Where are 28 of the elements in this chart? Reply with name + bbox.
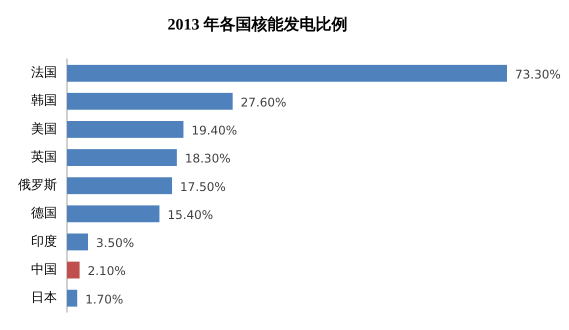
y-tick-label: 印度 bbox=[31, 233, 57, 250]
bar bbox=[67, 149, 177, 166]
chart-title: 2013 年各国核能发电比例 bbox=[168, 16, 348, 34]
bar bbox=[67, 262, 80, 278]
y-tick-label: 英国 bbox=[31, 150, 57, 165]
y-tick-label: 美国 bbox=[31, 120, 57, 137]
bar bbox=[67, 233, 88, 250]
bar bbox=[67, 290, 78, 307]
bar bbox=[67, 121, 184, 138]
data-label: 27.60% bbox=[240, 95, 286, 110]
y-tick-label: 韩国 bbox=[31, 94, 57, 109]
data-label: 17.50% bbox=[180, 180, 226, 194]
data-label: 19.40% bbox=[191, 124, 238, 138]
y-tick-label: 日本 bbox=[31, 290, 57, 306]
bar bbox=[67, 92, 233, 110]
data-label: 3.50% bbox=[96, 236, 134, 250]
y-tick-label: 中国 bbox=[31, 262, 57, 278]
y-tick-label: 德国 bbox=[31, 206, 57, 222]
y-tick-label: 俄罗斯 bbox=[18, 178, 57, 194]
bar bbox=[67, 205, 160, 222]
data-label: 1.70% bbox=[85, 292, 124, 306]
data-label: 73.30% bbox=[515, 67, 561, 82]
data-label: 2.10% bbox=[88, 264, 126, 278]
data-label: 18.30% bbox=[184, 152, 231, 166]
bar bbox=[67, 177, 172, 194]
bar bbox=[67, 64, 507, 82]
data-label: 15.40% bbox=[167, 208, 214, 222]
y-tick-label: 法国 bbox=[31, 66, 57, 81]
